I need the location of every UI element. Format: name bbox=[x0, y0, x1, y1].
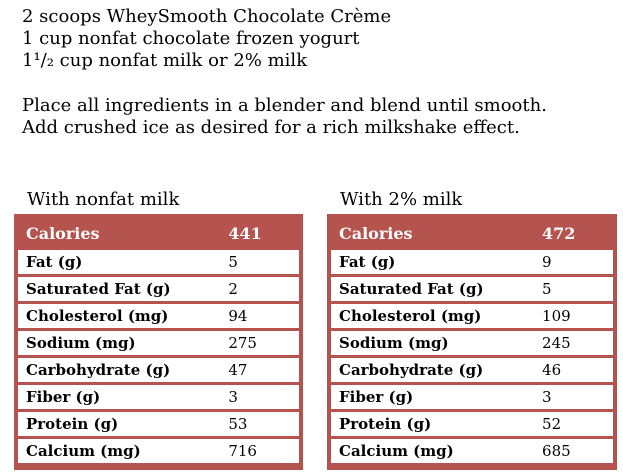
header-label: Calories bbox=[18, 221, 221, 247]
nutrient-value: 3 bbox=[220, 385, 299, 409]
nutrient-value: 52 bbox=[534, 412, 613, 436]
instruction-line: Place all ingredients in a blender and b… bbox=[22, 95, 547, 116]
nutrient-label: Fat (g) bbox=[18, 250, 221, 274]
table-row: Calcium (mg) 716 bbox=[18, 439, 299, 463]
nutrient-label: Fat (g) bbox=[331, 250, 535, 274]
header-value: 472 bbox=[534, 221, 613, 247]
table-row: Fiber (g) 3 bbox=[18, 385, 299, 409]
nutrient-label: Carbohydrate (g) bbox=[18, 358, 221, 382]
table-row: Fat (g) 9 bbox=[331, 250, 613, 274]
nutrient-label: Cholesterol (mg) bbox=[18, 304, 221, 328]
nutrient-label: Fiber (g) bbox=[18, 385, 221, 409]
nutrient-value: 46 bbox=[534, 358, 613, 382]
ingredients-list: 2 scoops WheySmooth Chocolate Crème 1 cu… bbox=[22, 6, 391, 72]
nutrient-value: 94 bbox=[220, 304, 299, 328]
header-value: 441 bbox=[220, 221, 299, 247]
table-row: Sodium (mg) 275 bbox=[18, 331, 299, 355]
nutrient-label: Calcium (mg) bbox=[18, 439, 221, 463]
nutrient-value: 245 bbox=[534, 331, 613, 355]
table-row: Cholesterol (mg) 94 bbox=[18, 304, 299, 328]
nutrition-table: Calories 441 Fat (g) 5 Saturated Fat (g) 2 C… bbox=[18, 218, 299, 466]
nutrient-value: 716 bbox=[220, 439, 299, 463]
nutrition-table-nonfat-milk: Calories 441 Fat (g) 5 Saturated Fat (g) 2 C… bbox=[14, 214, 303, 470]
table-row: Saturated Fat (g) 2 bbox=[18, 277, 299, 301]
nutrient-label: Carbohydrate (g) bbox=[331, 358, 535, 382]
table-row: Fat (g) 5 bbox=[18, 250, 299, 274]
table-row: Saturated Fat (g) 5 bbox=[331, 277, 613, 301]
nutrient-value: 685 bbox=[534, 439, 613, 463]
nutrient-value: 47 bbox=[220, 358, 299, 382]
nutrient-label: Sodium (mg) bbox=[18, 331, 221, 355]
instruction-line: Add crushed ice as desired for a rich mi… bbox=[22, 117, 520, 138]
table-row: Fiber (g) 3 bbox=[331, 385, 613, 409]
table-row: Cholesterol (mg) 109 bbox=[331, 304, 613, 328]
nutrient-label: Sodium (mg) bbox=[331, 331, 535, 355]
nutrient-label: Protein (g) bbox=[331, 412, 535, 436]
nutrition-table-2-percent-milk: Calories 472 Fat (g) 9 Saturated Fat (g) 5 C… bbox=[327, 214, 617, 470]
table-row: Sodium (mg) 245 bbox=[331, 331, 613, 355]
table-row: Protein (g) 53 bbox=[18, 412, 299, 436]
table-row: Calcium (mg) 685 bbox=[331, 439, 613, 463]
nutrient-value: 3 bbox=[534, 385, 613, 409]
nutrition-table: Calories 472 Fat (g) 9 Saturated Fat (g) 5 C… bbox=[331, 218, 613, 466]
nutrient-label: Saturated Fat (g) bbox=[331, 277, 535, 301]
nutrient-value: 109 bbox=[534, 304, 613, 328]
nutrient-label: Fiber (g) bbox=[331, 385, 535, 409]
table-row: Carbohydrate (g) 46 bbox=[331, 358, 613, 382]
nutrient-label: Protein (g) bbox=[18, 412, 221, 436]
table-row: Carbohydrate (g) 47 bbox=[18, 358, 299, 382]
table-title-2-percent-milk: With 2% milk bbox=[340, 189, 463, 210]
nutrient-label: Calcium (mg) bbox=[331, 439, 535, 463]
nutrient-value: 5 bbox=[220, 250, 299, 274]
ingredient-line: 2 scoops WheySmooth Chocolate Crème bbox=[22, 6, 392, 27]
nutrient-value: 5 bbox=[534, 277, 613, 301]
table-row: Protein (g) 52 bbox=[331, 412, 613, 436]
ingredient-line: 1¹/₂ cup nonfat milk or 2% milk bbox=[22, 50, 308, 71]
nutrient-value: 2 bbox=[220, 277, 299, 301]
instructions-paragraph: Place all ingredients in a blender and b… bbox=[22, 95, 547, 139]
nutrient-value: 9 bbox=[534, 250, 613, 274]
header-label: Calories bbox=[331, 221, 535, 247]
nutrient-value: 275 bbox=[220, 331, 299, 355]
nutrient-label: Cholesterol (mg) bbox=[331, 304, 535, 328]
table-header-row: Calories 441 bbox=[18, 221, 299, 247]
nutrient-label: Saturated Fat (g) bbox=[18, 277, 221, 301]
nutrient-value: 53 bbox=[220, 412, 299, 436]
table-header-row: Calories 472 bbox=[331, 221, 613, 247]
ingredient-line: 1 cup nonfat chocolate frozen yogurt bbox=[22, 28, 360, 49]
table-title-nonfat-milk: With nonfat milk bbox=[27, 189, 180, 210]
